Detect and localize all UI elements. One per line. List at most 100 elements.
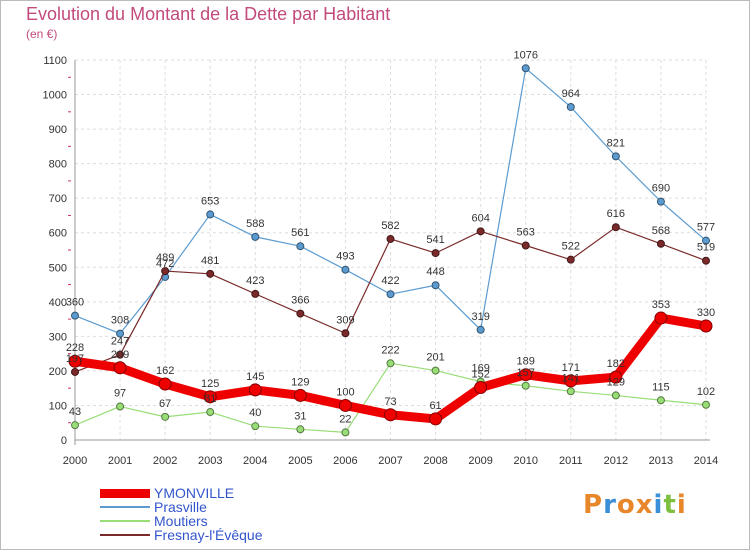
data-label: 115 xyxy=(652,381,670,393)
data-point xyxy=(341,428,350,437)
data-point xyxy=(519,368,533,382)
data-point xyxy=(611,152,620,161)
x-tick-label: 2006 xyxy=(333,455,357,467)
data-label: 81 xyxy=(204,393,216,405)
data-label: 31 xyxy=(294,410,306,422)
legend-swatch xyxy=(100,506,150,508)
x-tick-label: 2014 xyxy=(694,455,718,467)
data-point xyxy=(521,241,530,250)
data-label: 522 xyxy=(562,241,580,253)
data-point xyxy=(296,242,305,251)
data-point xyxy=(71,421,79,430)
y-tick-label: 800 xyxy=(49,159,67,171)
data-label: 61 xyxy=(429,400,441,412)
data-label: 169 xyxy=(471,363,489,375)
x-tick-label: 2002 xyxy=(153,455,177,467)
data-label: 588 xyxy=(246,218,264,230)
data-point xyxy=(699,319,713,333)
x-tick-label: 2007 xyxy=(378,455,402,467)
data-label: 189 xyxy=(517,356,535,368)
x-tick-label: 2011 xyxy=(559,455,583,467)
data-point xyxy=(68,354,82,368)
logo-letter: x xyxy=(635,490,654,520)
legend-item: YMONVILLE xyxy=(100,486,263,500)
data-label: 563 xyxy=(517,227,535,239)
legend-label: Fresnay-l'Évêque xyxy=(154,527,263,543)
y-tick-label: 100 xyxy=(49,400,67,412)
data-point xyxy=(251,289,260,298)
data-point xyxy=(702,236,710,245)
chart-subtitle: (en €) xyxy=(26,27,58,41)
logo-letter: i xyxy=(676,490,687,520)
data-point xyxy=(158,377,172,391)
data-label: 209 xyxy=(111,349,129,361)
data-point xyxy=(293,388,307,402)
data-label: 481 xyxy=(201,255,219,267)
y-tick-label: 500 xyxy=(49,262,67,274)
data-label: 604 xyxy=(471,212,489,224)
data-point xyxy=(206,408,215,417)
data-point xyxy=(429,412,443,426)
y-tick-label: 700 xyxy=(49,193,67,205)
data-label: 197 xyxy=(66,353,84,365)
logo-letter: i xyxy=(653,490,664,520)
data-point xyxy=(656,396,665,405)
data-label: 145 xyxy=(246,371,264,383)
data-label: 690 xyxy=(652,183,670,195)
data-point xyxy=(116,402,125,411)
data-point xyxy=(203,390,217,404)
legend-item: Moutiers xyxy=(100,514,263,528)
data-point xyxy=(474,380,488,394)
data-point xyxy=(702,400,710,409)
data-point xyxy=(161,412,170,421)
data-label: 141 xyxy=(562,372,580,384)
data-label: 125 xyxy=(201,378,219,390)
y-tick-label: 1100 xyxy=(43,55,67,67)
data-point xyxy=(702,256,710,265)
data-label: 308 xyxy=(111,315,129,327)
data-label: 319 xyxy=(471,311,489,323)
legend-item: Prasville xyxy=(100,500,263,514)
data-point xyxy=(341,265,350,274)
legend-label: Prasville xyxy=(154,499,207,515)
data-point xyxy=(386,359,395,368)
data-label: 423 xyxy=(246,275,264,287)
data-label: 653 xyxy=(201,195,219,207)
x-tick-label: 2005 xyxy=(288,455,312,467)
data-point xyxy=(384,408,397,422)
legend-item: Fresnay-l'Évêque xyxy=(100,528,263,542)
y-tick-label: 1000 xyxy=(43,90,67,102)
logo-letter: o xyxy=(616,490,636,520)
x-tick-label: 2001 xyxy=(108,455,132,467)
data-point xyxy=(113,361,127,375)
data-label: 582 xyxy=(381,220,399,232)
legend-swatch xyxy=(100,488,150,498)
legend-label: Moutiers xyxy=(154,513,208,529)
y-tick-label: 0 xyxy=(61,435,67,447)
x-tick-label: 2009 xyxy=(468,455,492,467)
data-point xyxy=(654,311,668,325)
data-label: 97 xyxy=(114,387,126,399)
legend-swatch xyxy=(100,520,150,522)
y-tick-label: 900 xyxy=(49,124,67,136)
data-point xyxy=(248,383,262,397)
x-tick-label: 2000 xyxy=(63,455,87,467)
logo-letter: t xyxy=(663,490,677,520)
data-point xyxy=(431,281,440,290)
data-point xyxy=(386,290,395,299)
data-label: 568 xyxy=(652,225,670,237)
data-point xyxy=(338,398,352,412)
data-label: 171 xyxy=(562,362,580,374)
legend-swatch xyxy=(100,534,150,536)
x-tick-label: 2008 xyxy=(423,455,447,467)
data-point xyxy=(564,374,578,388)
y-tick-label: 300 xyxy=(49,331,67,343)
data-label: 472 xyxy=(156,258,174,270)
x-tick-label: 2013 xyxy=(649,455,673,467)
data-label: 162 xyxy=(156,365,174,377)
data-point xyxy=(656,197,665,206)
data-label: 228 xyxy=(66,342,84,354)
y-tick-label: 600 xyxy=(49,228,67,240)
